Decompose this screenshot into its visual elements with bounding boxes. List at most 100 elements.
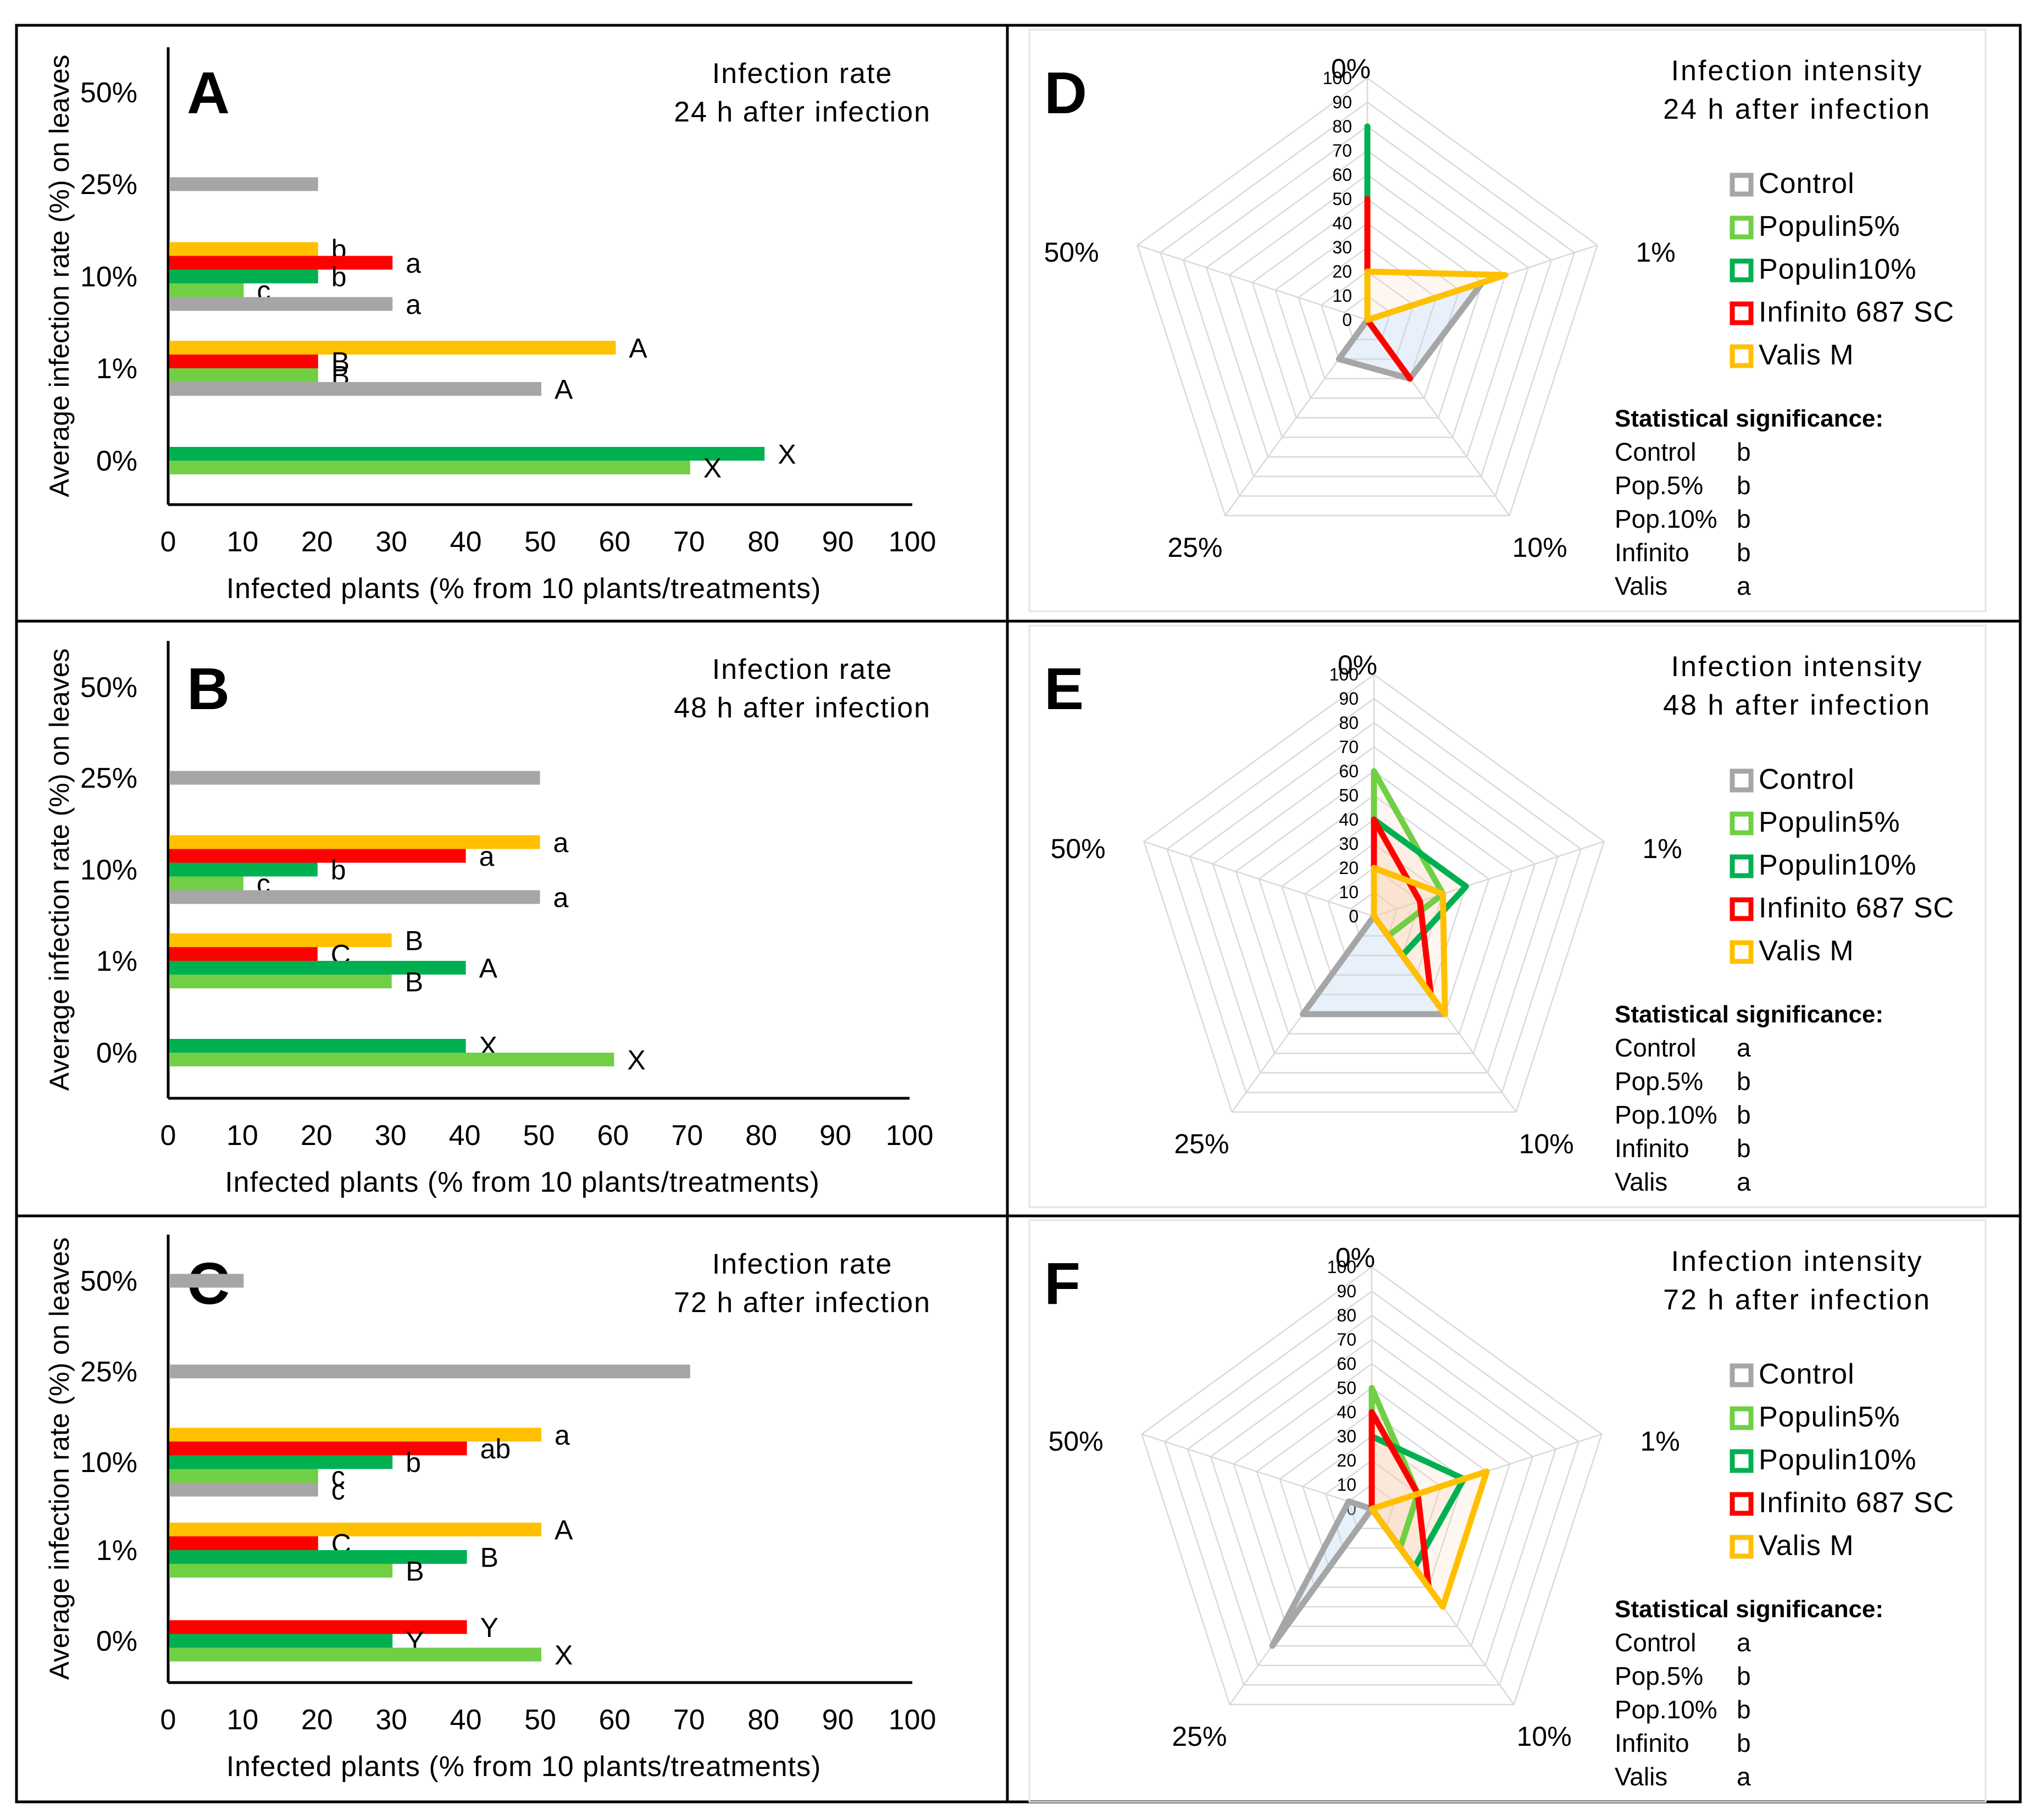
- radar-grid-ring: [1298, 246, 1437, 380]
- legend-label-valis-m: Valis M: [1759, 935, 1854, 967]
- radar-r-tick: 60: [1337, 1354, 1356, 1374]
- x-axis-title: Infected plants (% from 10 plants/treatm…: [226, 1751, 822, 1783]
- stat-name: Control: [1615, 1033, 1696, 1062]
- x-tick-label: 60: [598, 526, 630, 558]
- stat-letter: b: [1737, 1662, 1751, 1690]
- radar-grid-ring: [1279, 1411, 1465, 1588]
- bar-significance-label: a: [555, 1420, 570, 1451]
- radar-grid-ring: [1348, 1484, 1396, 1529]
- radar-grid-ring: [1141, 1266, 1603, 1706]
- radar-series-valis-m: [1364, 268, 1509, 323]
- x-tick-label: 30: [375, 1120, 407, 1152]
- y-group-label: 0%: [96, 1625, 137, 1657]
- legend-swatch-populin10pct: [1730, 1449, 1754, 1473]
- x-tick-label: 90: [819, 1120, 851, 1152]
- figure-border: [15, 24, 2022, 1804]
- legend-label-control: Control: [1759, 764, 1855, 795]
- stat-letter: a: [1737, 572, 1751, 600]
- bar-significance-label: A: [555, 374, 573, 405]
- radar-axis-label: 25%: [1174, 1128, 1229, 1159]
- x-tick-label: 10: [226, 526, 258, 558]
- bar-significance-label: a: [479, 841, 495, 872]
- stat-name: Pop.5%: [1615, 471, 1703, 500]
- radar-axis-label: 1%: [1636, 237, 1675, 268]
- legend-swatch-control: [1730, 173, 1754, 197]
- stat-letter: b: [1737, 1695, 1751, 1724]
- radar-axis-label: 25%: [1172, 1721, 1227, 1752]
- radar-grid-ring: [1324, 1459, 1419, 1549]
- bar-significance-label: X: [627, 1045, 645, 1076]
- stat-name: Pop.10%: [1615, 505, 1717, 533]
- radar-area-populin5pct: [1374, 771, 1443, 936]
- radar-axis-label: 50%: [1044, 237, 1099, 268]
- x-tick-label: 100: [889, 526, 936, 558]
- y-group-label: 25%: [80, 762, 137, 794]
- radar-area-control: [1339, 283, 1483, 379]
- bar-infinito-687-sc: [169, 355, 318, 368]
- x-tick-label: 30: [375, 1704, 407, 1736]
- bar-populin10pct: [169, 961, 466, 975]
- bar-control: [169, 771, 540, 785]
- bar-significance-label: B: [331, 347, 350, 378]
- radar-spoke: [1137, 244, 1368, 321]
- radar-spoke: [1144, 840, 1375, 917]
- chart-title-line2: 72 h after infection: [1663, 1284, 1931, 1316]
- bar-significance-label: B: [480, 1542, 498, 1573]
- radar-panel-f: 0%1%10%25%50%1009080706050403020100FInfe…: [1028, 1219, 1987, 1803]
- bar-populin5pct: [169, 1564, 393, 1578]
- stat-letter: b: [1737, 1067, 1751, 1096]
- radar-axis-label: 10%: [1512, 532, 1567, 563]
- legend-swatch-populin10pct: [1730, 854, 1754, 878]
- radar-axis-label: 1%: [1640, 1426, 1680, 1457]
- bar-significance-label: A: [629, 333, 647, 364]
- y-group-label: 1%: [96, 1535, 137, 1567]
- bar-populin5pct: [169, 1469, 318, 1483]
- radar-grid-ring: [1274, 222, 1460, 399]
- y-group-label: 50%: [80, 1265, 137, 1297]
- legend-label-infinito-687-sc: Infinito 687 SC: [1759, 296, 1954, 328]
- bar-significance-label: B: [406, 1556, 424, 1587]
- chart-title-line1: Infection intensity: [1671, 1246, 1924, 1277]
- radar-r-tick: 20: [1339, 858, 1359, 878]
- radar-grid-ring: [1235, 770, 1513, 1035]
- radar-grid-ring: [1228, 174, 1506, 438]
- radar-grid-ring: [1187, 1314, 1557, 1667]
- chart-title-line2: 24 h after infection: [674, 96, 931, 128]
- radar-r-tick: 80: [1337, 1305, 1356, 1325]
- bar-populin5pct: [169, 1647, 541, 1662]
- x-tick-label: 20: [301, 1704, 333, 1736]
- radar-axis-label: 10%: [1519, 1128, 1574, 1159]
- bar-populin10pct: [169, 1550, 467, 1564]
- x-tick-label: 100: [889, 1704, 936, 1736]
- panel-letter: B: [187, 655, 230, 722]
- stat-letter: b: [1737, 438, 1751, 466]
- stat-title: Statistical significance:: [1615, 1596, 1883, 1623]
- y-group-label: 1%: [96, 353, 137, 385]
- bar-significance-label: X: [555, 1640, 573, 1670]
- bar-populin5pct: [169, 975, 392, 988]
- radar-r-tick: 30: [1339, 834, 1359, 854]
- bar-significance-label: Y: [480, 1612, 498, 1643]
- bar-significance-label: A: [479, 953, 498, 984]
- bar-control: [169, 890, 540, 904]
- y-group-label: 25%: [80, 169, 137, 201]
- legend-label-populin10pct: Populin10%: [1759, 253, 1917, 285]
- bar-significance-label: X: [778, 439, 796, 470]
- bar-populin5pct: [169, 368, 318, 382]
- legend-label-infinito-687-sc: Infinito 687 SC: [1759, 892, 1954, 924]
- radar-r-tick: 40: [1332, 213, 1352, 233]
- stat-letter: a: [1737, 1762, 1751, 1791]
- radar-r-tick: 50: [1337, 1378, 1356, 1398]
- radar-grid-ring: [1320, 270, 1415, 360]
- radar-r-tick: 20: [1332, 262, 1352, 281]
- bar-significance-label: A: [555, 1515, 573, 1546]
- stat-name: Pop.10%: [1615, 1695, 1717, 1724]
- bar-significance-label: b: [406, 1447, 421, 1478]
- radar-frame: [1028, 1219, 1987, 1803]
- bar-populin10pct: [169, 269, 318, 284]
- legend-swatch-populin5pct: [1730, 1406, 1754, 1430]
- bar-populin5pct: [169, 1053, 614, 1066]
